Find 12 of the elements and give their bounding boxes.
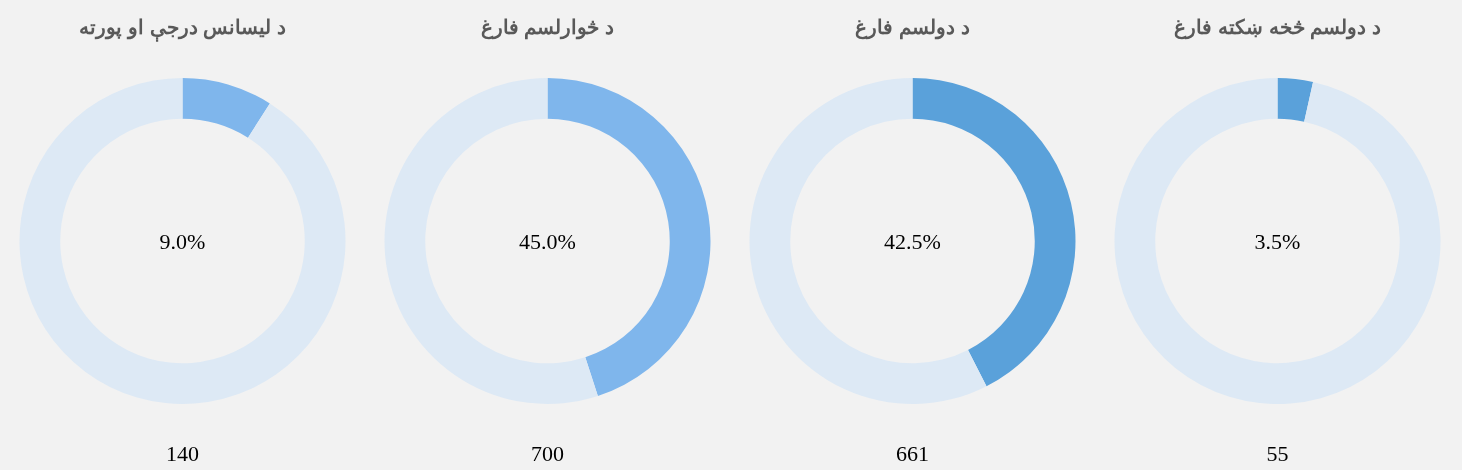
- chart-title: د دولسم څخه ښکته فارغ: [1174, 15, 1381, 40]
- text: 9.0%: [159, 228, 206, 254]
- text: 42.5%: [884, 228, 941, 254]
- text: 700: [531, 440, 564, 466]
- text: 3.5%: [1254, 228, 1301, 254]
- chart-title: د لیسانس درجې او پورته: [79, 15, 286, 42]
- text: 55: [1266, 440, 1289, 466]
- chart-title: د دولسم فارغ: [855, 15, 970, 40]
- text: 140: [166, 440, 199, 466]
- text: 45.0%: [519, 228, 576, 254]
- chart-title: د څوارلسم فارغ: [480, 15, 615, 40]
- text: 661: [896, 440, 929, 466]
